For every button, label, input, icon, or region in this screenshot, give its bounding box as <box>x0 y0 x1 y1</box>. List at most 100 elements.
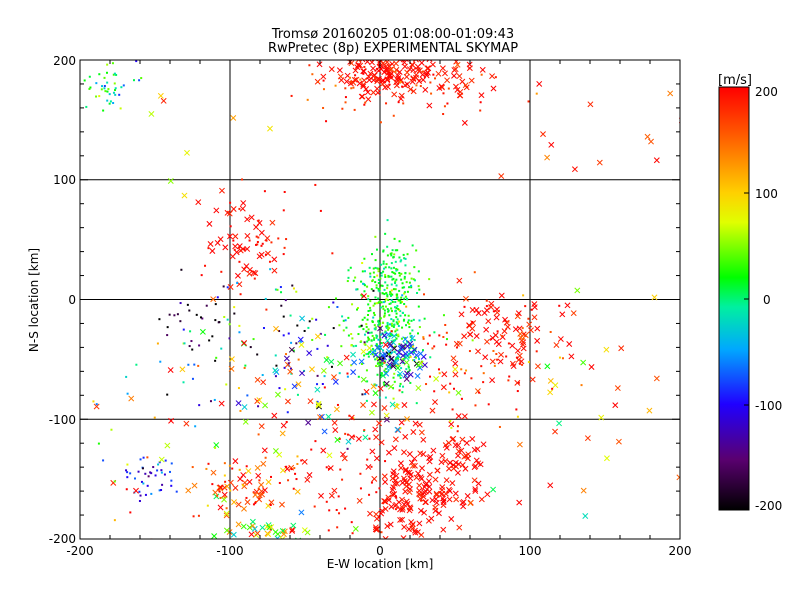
data-point-cross <box>493 314 500 321</box>
data-point-dot <box>392 325 395 328</box>
data-point-dot <box>402 385 405 388</box>
data-point-dot <box>402 357 405 360</box>
data-point-dot <box>344 319 347 322</box>
data-point-cross <box>446 488 453 495</box>
data-point-dot <box>327 467 330 470</box>
data-point-dot <box>349 80 352 83</box>
data-point-dot <box>394 260 397 263</box>
data-point-dot <box>326 344 329 347</box>
data-point-dot <box>423 317 426 320</box>
data-point-cross <box>389 475 396 482</box>
data-point-dot <box>401 286 404 289</box>
data-point-dot <box>377 319 380 322</box>
data-point-dot <box>337 495 340 498</box>
data-point-dot <box>508 375 511 378</box>
data-point-dot <box>367 338 370 341</box>
data-point-dot <box>126 463 129 466</box>
data-point-dot <box>397 355 400 358</box>
data-point-cross <box>224 483 231 490</box>
data-point-cross <box>213 207 220 214</box>
data-point-dot <box>279 286 282 289</box>
data-point-dot <box>406 321 409 324</box>
data-point-dot <box>445 343 448 346</box>
data-point-cross <box>4 87 9 92</box>
data-point-dot <box>180 268 183 271</box>
data-point-cross <box>453 60 460 65</box>
data-point-dot <box>387 310 390 313</box>
data-point-dot <box>334 84 337 87</box>
data-point-cross <box>128 395 135 402</box>
data-point-cross <box>402 63 408 70</box>
data-point-dot <box>338 437 341 440</box>
data-point-dot <box>191 377 194 380</box>
data-point-cross <box>421 362 428 368</box>
data-point-dot <box>365 323 368 326</box>
data-point-dot <box>293 467 296 470</box>
data-point-dot <box>378 396 381 399</box>
data-point-cross <box>443 477 450 484</box>
data-point-dot <box>376 362 379 365</box>
data-point-dot <box>350 364 353 367</box>
data-point-dot <box>214 446 217 449</box>
data-point-dot <box>346 433 349 436</box>
y-tick-labels: -200 -100 0 100 200 <box>49 54 76 546</box>
data-point-dot <box>363 333 366 336</box>
data-point-dot <box>263 190 266 193</box>
data-point-dot <box>383 383 386 386</box>
data-point-dot <box>379 121 382 124</box>
data-point-cross <box>509 342 516 349</box>
data-point-dot <box>342 329 345 332</box>
data-point-dot <box>413 359 416 362</box>
data-point-dot <box>396 322 399 325</box>
data-point-dot <box>390 330 393 333</box>
data-point-cross <box>271 267 278 274</box>
data-point-cross <box>394 480 401 487</box>
data-point-dot <box>168 313 171 316</box>
data-point-dot <box>380 263 383 266</box>
data-point-cross <box>469 436 476 442</box>
data-point-dot <box>404 295 407 298</box>
data-point-dot <box>388 71 391 74</box>
data-point-cross <box>298 341 305 348</box>
data-point-cross <box>667 90 674 97</box>
data-point-dot <box>389 333 392 336</box>
data-point-dot <box>225 507 228 510</box>
data-point-cross <box>404 416 410 422</box>
data-point-cross <box>490 486 497 493</box>
data-point-dot <box>522 294 525 297</box>
data-point-dot <box>456 430 459 433</box>
data-point-cross <box>358 358 365 365</box>
data-point-dot <box>360 293 363 296</box>
data-point-dot <box>150 492 153 495</box>
data-point-dot <box>425 383 428 386</box>
data-point-cross <box>489 377 496 384</box>
data-point-dot <box>487 403 490 406</box>
data-point-cross <box>402 336 409 343</box>
data-point-dot <box>375 342 378 345</box>
data-point-dot <box>170 462 173 465</box>
data-point-cross <box>307 398 314 405</box>
data-point-dot <box>494 76 497 79</box>
data-point-cross <box>242 418 249 425</box>
data-point-dot <box>375 284 378 287</box>
data-point-dot <box>191 466 194 469</box>
data-point-dot <box>85 105 88 108</box>
data-point-cross <box>340 451 346 458</box>
data-point-cross <box>440 497 447 504</box>
data-point-dot <box>394 249 397 252</box>
data-point-dot <box>418 326 421 329</box>
data-point-dot <box>391 293 394 296</box>
data-point-dot <box>498 425 501 428</box>
data-point-dot <box>335 508 338 511</box>
data-point-cross <box>167 367 174 373</box>
data-point-cross <box>167 178 174 184</box>
data-point-dot <box>401 358 404 361</box>
data-point-cross <box>230 531 237 538</box>
data-point-cross <box>403 359 410 366</box>
data-point-dot <box>480 365 483 368</box>
data-point-dot <box>341 107 344 110</box>
data-point-dot <box>199 316 202 319</box>
data-point-dot <box>118 93 121 96</box>
data-point-dot <box>287 362 290 365</box>
